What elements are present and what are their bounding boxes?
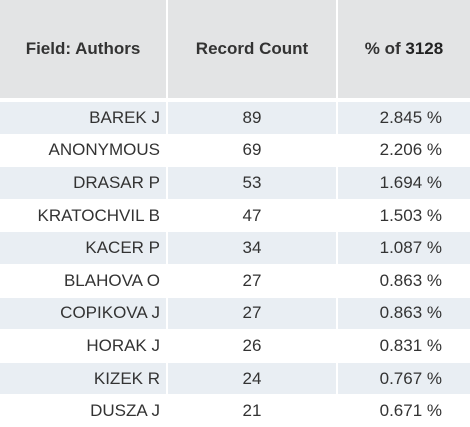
- table-row: KIZEK R 24 0.767 %: [0, 361, 470, 395]
- record-count: 27: [168, 296, 338, 330]
- field-header[interactable]: Field: Authors: [0, 0, 168, 98]
- percent-header-total: 3128: [405, 39, 444, 58]
- record-count: 21: [168, 394, 338, 427]
- table-row: BAREK J 89 2.845 %: [0, 101, 470, 134]
- author-name[interactable]: ANONYMOUS: [0, 133, 168, 167]
- record-count: 24: [168, 361, 338, 395]
- record-count: 34: [168, 231, 338, 264]
- author-name[interactable]: COPIKOVA J: [0, 296, 168, 330]
- author-name[interactable]: KRATOCHVIL B: [0, 198, 168, 232]
- table-row: ANONYMOUS 69 2.206 %: [0, 133, 470, 167]
- header-row: Field: Authors Record Count % of 3128: [0, 0, 470, 98]
- author-name[interactable]: DRASAR P: [0, 166, 168, 199]
- percent-value: 1.087 %: [338, 231, 470, 264]
- table-row: BLAHOVA O 27 0.863 %: [0, 263, 470, 297]
- table-row: COPIKOVA J 27 0.863 %: [0, 296, 470, 330]
- author-name[interactable]: KIZEK R: [0, 361, 168, 395]
- percent-value: 2.845 %: [338, 101, 470, 134]
- record-count: 26: [168, 329, 338, 362]
- author-name[interactable]: BAREK J: [0, 101, 168, 134]
- table-row: DUSZA J 21 0.671 %: [0, 394, 470, 427]
- record-count: 47: [168, 198, 338, 232]
- percent-value: 2.206 %: [338, 133, 470, 167]
- author-name[interactable]: BLAHOVA O: [0, 263, 168, 297]
- percent-value: 0.863 %: [338, 296, 470, 330]
- table-row: KACER P 34 1.087 %: [0, 231, 470, 264]
- percent-value: 0.767 %: [338, 361, 470, 395]
- record-count-header-label: Record Count: [195, 39, 309, 58]
- author-name[interactable]: KACER P: [0, 231, 168, 264]
- percent-value: 0.671 %: [338, 394, 470, 427]
- percent-value: 0.831 %: [338, 329, 470, 362]
- record-count: 53: [168, 166, 338, 199]
- table-row: DRASAR P 53 1.694 %: [0, 166, 470, 199]
- percent-value: 1.694 %: [338, 166, 470, 199]
- record-count: 27: [168, 263, 338, 297]
- percent-value: 0.863 %: [338, 263, 470, 297]
- percent-header[interactable]: % of 3128: [338, 0, 470, 98]
- percent-header-prefix: % of: [364, 39, 401, 58]
- record-count-header[interactable]: Record Count: [168, 0, 338, 98]
- record-count: 89: [168, 101, 338, 134]
- author-name[interactable]: DUSZA J: [0, 394, 168, 427]
- percent-value: 1.503 %: [338, 198, 470, 232]
- record-count: 69: [168, 133, 338, 167]
- table-row: HORAK J 26 0.831 %: [0, 329, 470, 362]
- field-header-label: Field: Authors: [25, 39, 141, 58]
- author-name[interactable]: HORAK J: [0, 329, 168, 362]
- table-row: KRATOCHVIL B 47 1.503 %: [0, 198, 470, 232]
